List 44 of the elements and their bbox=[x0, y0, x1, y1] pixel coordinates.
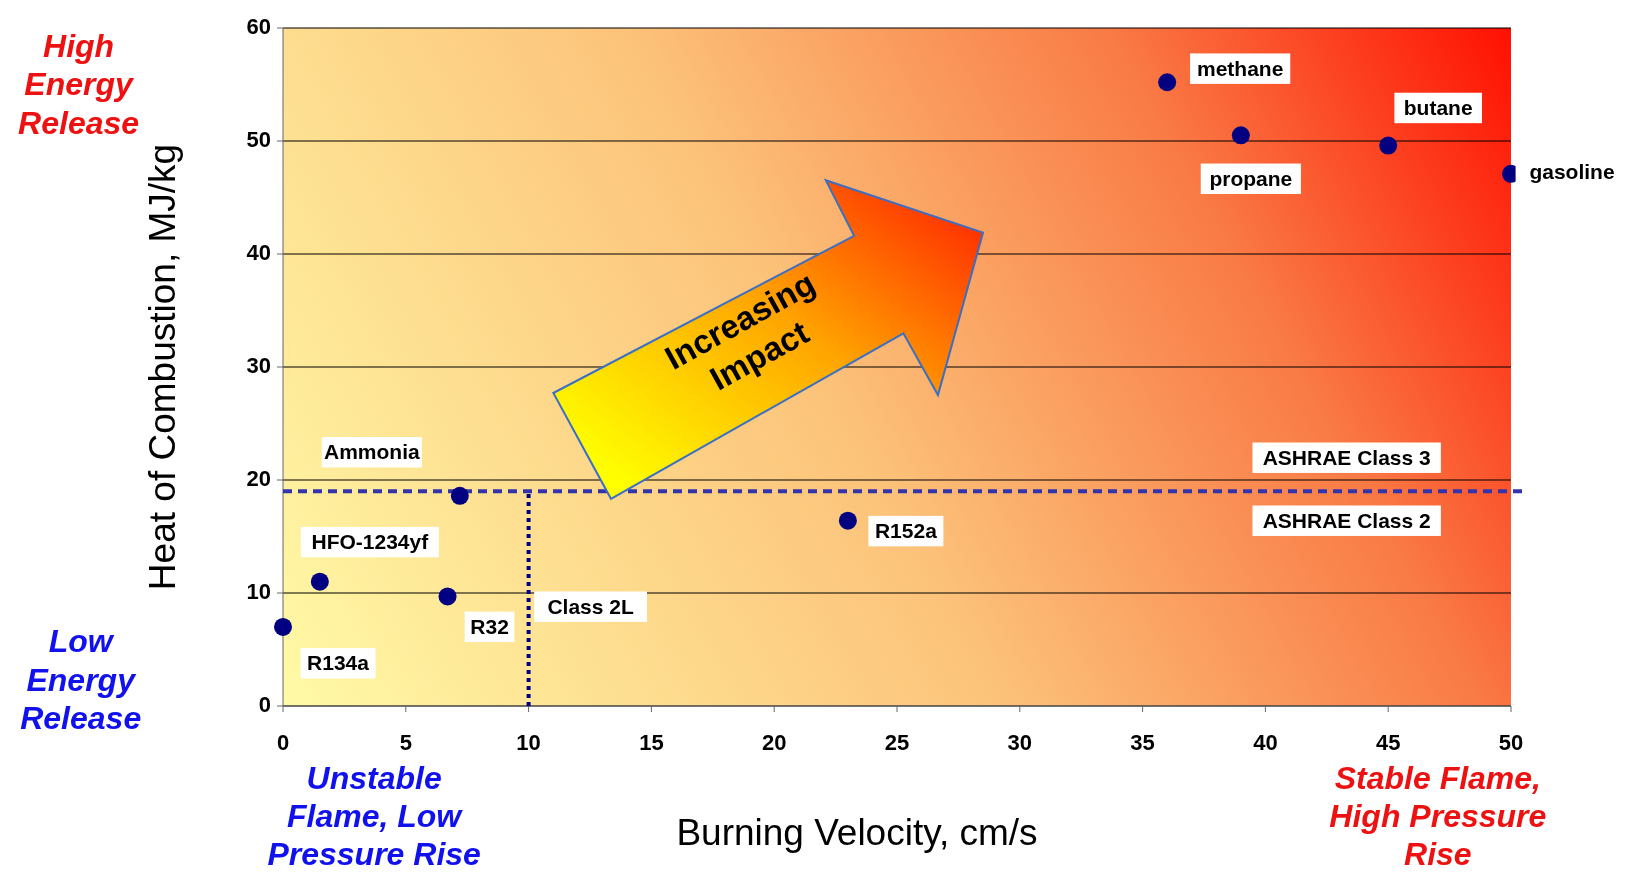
annotation: R152a bbox=[874, 519, 938, 543]
annotation: butane bbox=[1403, 96, 1473, 120]
point bbox=[838, 511, 857, 530]
annotation: R134a bbox=[307, 651, 370, 675]
point bbox=[274, 617, 292, 636]
y-axis-title: Heat of Combustion, MJ/kg bbox=[142, 143, 183, 591]
x-tick-label: 10 bbox=[516, 730, 541, 755]
ref-line-label: ASHRAE Class 3 bbox=[1262, 445, 1431, 469]
text: Stable Flame, High Pressure Rise bbox=[1329, 759, 1547, 873]
point bbox=[1379, 136, 1398, 155]
annotation: propane bbox=[1209, 166, 1293, 190]
y-tick-label: 30 bbox=[246, 352, 271, 378]
annotation: Ammonia bbox=[323, 440, 420, 464]
x-tick-label: 50 bbox=[1498, 730, 1524, 755]
annotation: gasoline bbox=[1529, 160, 1615, 184]
point bbox=[438, 587, 457, 606]
x-tick-label: 0 bbox=[276, 730, 290, 755]
point bbox=[450, 486, 469, 505]
annotation: R32 bbox=[470, 614, 509, 638]
point bbox=[1231, 126, 1250, 145]
x-tick-label: 15 bbox=[639, 730, 664, 755]
text: Low Energy Release bbox=[20, 623, 142, 737]
y-tick-label: 20 bbox=[246, 465, 271, 491]
point bbox=[1158, 73, 1177, 92]
y-tick-label: 0 bbox=[258, 691, 271, 717]
text: High Energy Release bbox=[18, 28, 140, 141]
x-tick-label: 35 bbox=[1130, 730, 1155, 755]
annotation: HFO-1234yf bbox=[311, 530, 430, 554]
point bbox=[310, 572, 329, 591]
x-tick-label: 45 bbox=[1375, 730, 1401, 755]
text: Unstable Flame, Low Pressure Rise bbox=[267, 759, 481, 873]
y-tick-label: 40 bbox=[246, 239, 271, 265]
annotation: methane bbox=[1196, 56, 1284, 80]
annotation: ASHRAE Class 2 bbox=[1262, 508, 1431, 532]
ref-line-label: Class 2L bbox=[547, 594, 634, 618]
x-tick-label: 5 bbox=[399, 730, 412, 755]
x-tick-label: 20 bbox=[761, 730, 787, 755]
x-tick-label: 30 bbox=[1007, 730, 1033, 755]
y-tick-label: 50 bbox=[246, 126, 271, 152]
y-tick-label: 60 bbox=[246, 13, 271, 39]
y-tick-label: 10 bbox=[246, 578, 271, 604]
x-axis-title: Burning Velocity, cm/s bbox=[676, 812, 1038, 853]
x-tick-label: 25 bbox=[884, 730, 910, 755]
x-tick-label: 40 bbox=[1253, 730, 1278, 755]
